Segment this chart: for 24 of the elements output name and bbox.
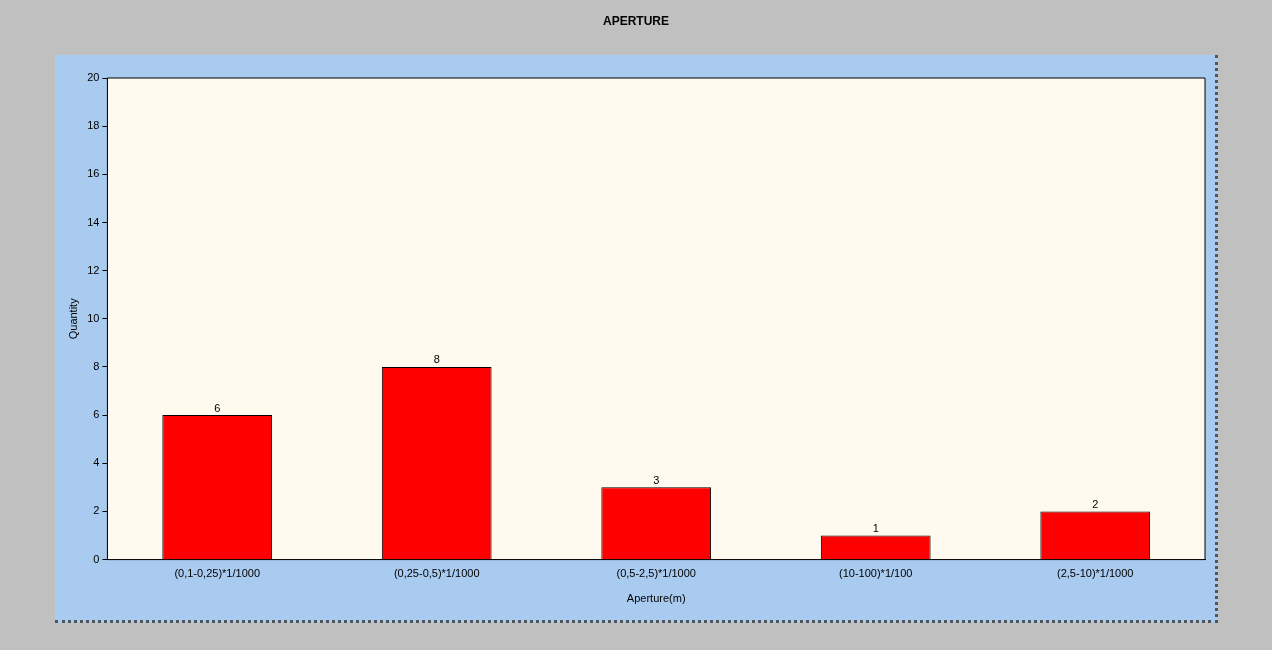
y-tick-label: 14: [87, 215, 100, 228]
x-tick-label: (0,5-2,5)*1/1000: [616, 567, 696, 580]
x-tick-label: (0,25-0,5)*1/1000: [393, 567, 480, 580]
y-axis-title: Quantity: [66, 297, 79, 340]
y-tick-label: 16: [87, 167, 100, 180]
data-label: 8: [433, 353, 440, 366]
data-label: 2: [1092, 497, 1099, 510]
y-tick-label: 8: [93, 359, 100, 372]
y-tick-label: 6: [93, 408, 100, 421]
x-tick-label: (0,1-0,25)*1/1000: [174, 567, 260, 580]
y-tick-label: 10: [87, 311, 100, 324]
y-tick-label: 2: [93, 504, 100, 517]
y-tick-label: 0: [93, 552, 100, 565]
y-tick-label: 4: [93, 456, 100, 469]
data-label: 1: [872, 522, 879, 535]
x-tick-label: (2,5-10)*1/1000: [1057, 567, 1134, 580]
y-tick-label: 20: [87, 71, 100, 84]
y-tick-label: 12: [87, 263, 100, 276]
chart-title: APERTURE: [602, 14, 670, 28]
data-label: 6: [214, 401, 221, 414]
x-axis-title: Aperture(m): [626, 592, 686, 605]
x-tick-label: (10-100)*1/100: [839, 567, 913, 580]
y-tick-label: 18: [87, 119, 100, 132]
data-label: 3: [653, 473, 660, 486]
